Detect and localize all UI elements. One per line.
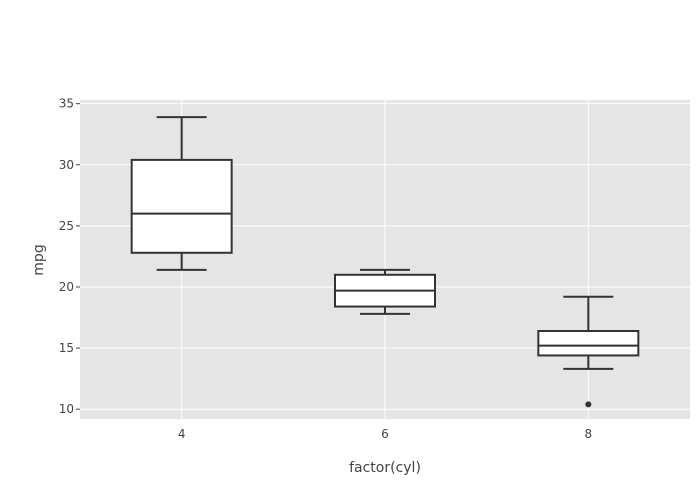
box-6 xyxy=(334,268,436,315)
iqr-box xyxy=(537,330,640,357)
y-axis: 10 15 20 25 30 35 xyxy=(59,97,80,416)
box-8 xyxy=(537,295,640,408)
y-tick-label: 20 xyxy=(59,280,74,294)
y-axis-title: mpg xyxy=(31,244,47,275)
y-tick-label: 35 xyxy=(59,97,74,111)
y-tick-label: 15 xyxy=(59,341,74,355)
x-axis-title: factor(cyl) xyxy=(349,460,421,476)
iqr-box xyxy=(130,158,233,254)
y-tick-label: 25 xyxy=(59,219,74,233)
x-tick-label: 8 xyxy=(585,427,593,441)
outlier-point xyxy=(585,401,592,408)
x-tick-label: 6 xyxy=(381,427,389,441)
x-axis: 4 6 8 xyxy=(178,427,592,441)
x-tick-label: 4 xyxy=(178,427,186,441)
box-4 xyxy=(130,116,233,271)
y-tick-label: 30 xyxy=(59,158,74,172)
y-tick-label: 10 xyxy=(59,402,74,416)
boxes xyxy=(130,116,640,408)
